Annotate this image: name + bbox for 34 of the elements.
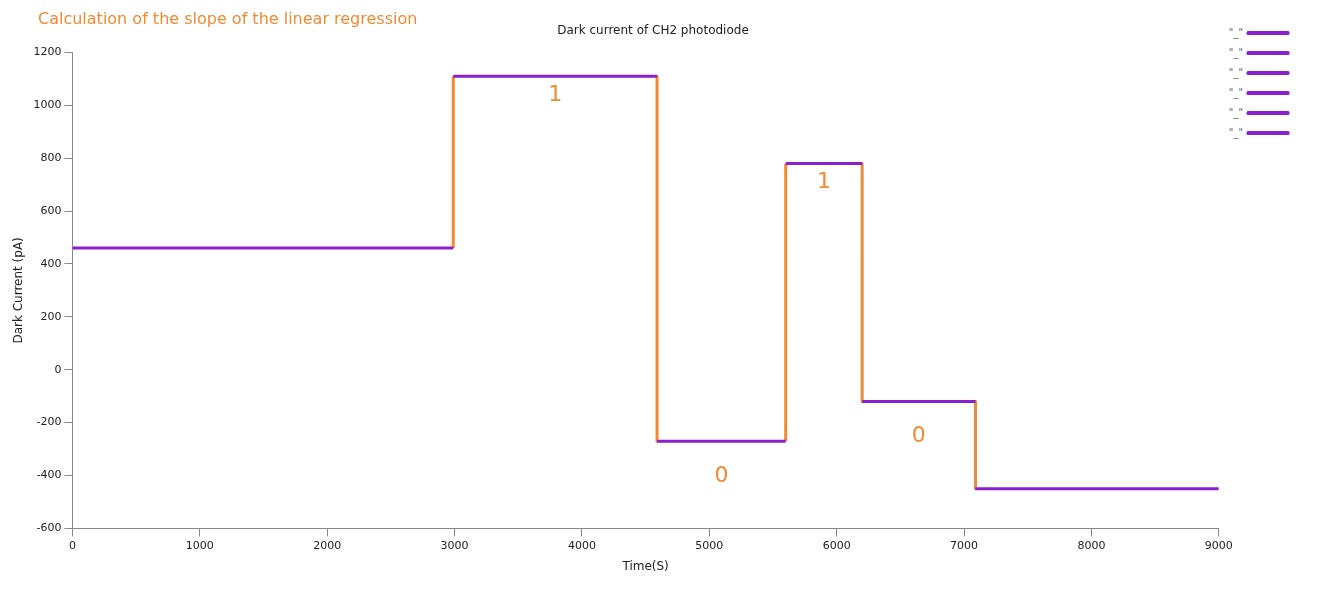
x-tick-label: 9000 [1204,538,1233,552]
y-tick-label: 0 [54,362,62,376]
x-tick-label: 3000 [440,538,469,552]
y-tick-label: 200 [40,309,62,323]
y-tick-label: 1000 [33,98,62,112]
y-axis-title: Dark Current (pA) [11,237,26,344]
x-tick-label: 2000 [313,538,342,552]
legend-label: "_" [1228,46,1243,59]
y-tick-label: -400 [36,468,62,482]
y-tick-label: 1200 [33,45,62,59]
annotation: 1 [548,80,563,106]
annotation: 1 [816,168,831,194]
y-tick-label: 800 [40,151,62,165]
legend-label: "_" [1228,86,1243,99]
y-tick-label: 400 [40,256,62,270]
y-tick-label: -200 [36,415,62,429]
y-tick-label: -600 [36,521,62,535]
x-tick-label: 0 [68,538,76,552]
legend-label: "_" [1228,106,1243,119]
x-tick-label: 8000 [1077,538,1106,552]
x-tick-label: 7000 [950,538,979,552]
chart-title: Dark current of CH2 photodiode [557,23,749,38]
x-tick-label: 1000 [185,538,214,552]
legend-label: "_" [1228,66,1243,79]
legend-label: "_" [1228,26,1243,39]
text: Calculation of the slope of the linear regression [38,9,418,29]
x-tick-label: 6000 [822,538,851,552]
x-tick-label: 5000 [695,538,724,552]
y-tick-label: 600 [40,203,62,217]
annotation: 0 [714,461,729,487]
annotation: 0 [911,422,926,448]
x-axis-title: Time(S) [621,558,669,573]
x-tick-label: 4000 [567,538,596,552]
legend-label: "_" [1228,126,1243,139]
